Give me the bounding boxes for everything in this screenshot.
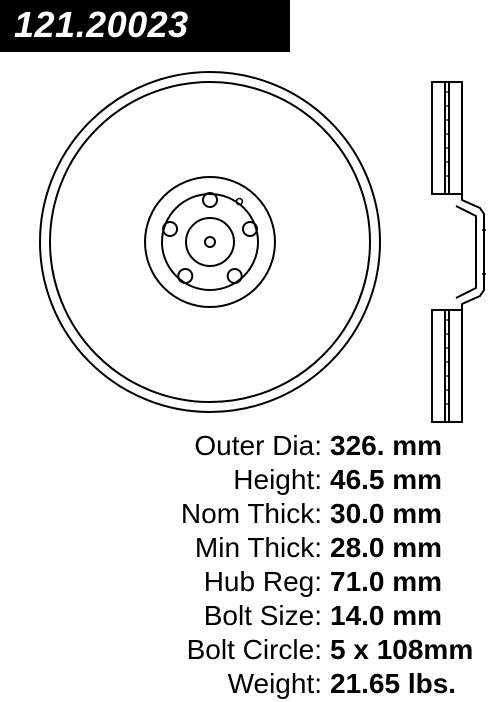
spec-value: 14.0 mm — [330, 600, 480, 632]
spec-label: Weight: — [228, 668, 322, 700]
spec-value: 5 x 108mm — [330, 634, 480, 666]
part-number-title: 121.20023 — [0, 0, 290, 52]
spec-row: Weight:21.65 lbs. — [0, 668, 480, 700]
spec-label: Bolt Circle: — [187, 634, 322, 666]
diagram-area — [0, 52, 500, 432]
spec-row: Hub Reg:71.0 mm — [0, 566, 480, 598]
spec-label: Hub Reg: — [204, 566, 322, 598]
spec-value: 21.65 lbs. — [330, 668, 480, 700]
spec-row: Height:46.5 mm — [0, 464, 480, 496]
spec-row: Min Thick:28.0 mm — [0, 532, 480, 564]
spec-label: Min Thick: — [195, 532, 322, 564]
spec-value: 46.5 mm — [330, 464, 480, 496]
spec-label: Nom Thick: — [181, 498, 322, 530]
spec-value: 30.0 mm — [330, 498, 480, 530]
spec-label: Bolt Size: — [204, 600, 322, 632]
spec-value: 326. mm — [330, 430, 480, 462]
spec-row: Bolt Size:14.0 mm — [0, 600, 480, 632]
spec-label: Outer Dia: — [194, 430, 322, 462]
spec-table: Outer Dia:326. mmHeight:46.5 mmNom Thick… — [0, 430, 500, 702]
spec-value: 28.0 mm — [330, 532, 480, 564]
rotor-front-view — [35, 67, 385, 417]
rotor-side-view — [428, 77, 488, 427]
spec-row: Bolt Circle:5 x 108mm — [0, 634, 480, 666]
spec-label: Height: — [233, 464, 322, 496]
spec-row: Nom Thick:30.0 mm — [0, 498, 480, 530]
spec-row: Outer Dia:326. mm — [0, 430, 480, 462]
spec-value: 71.0 mm — [330, 566, 480, 598]
